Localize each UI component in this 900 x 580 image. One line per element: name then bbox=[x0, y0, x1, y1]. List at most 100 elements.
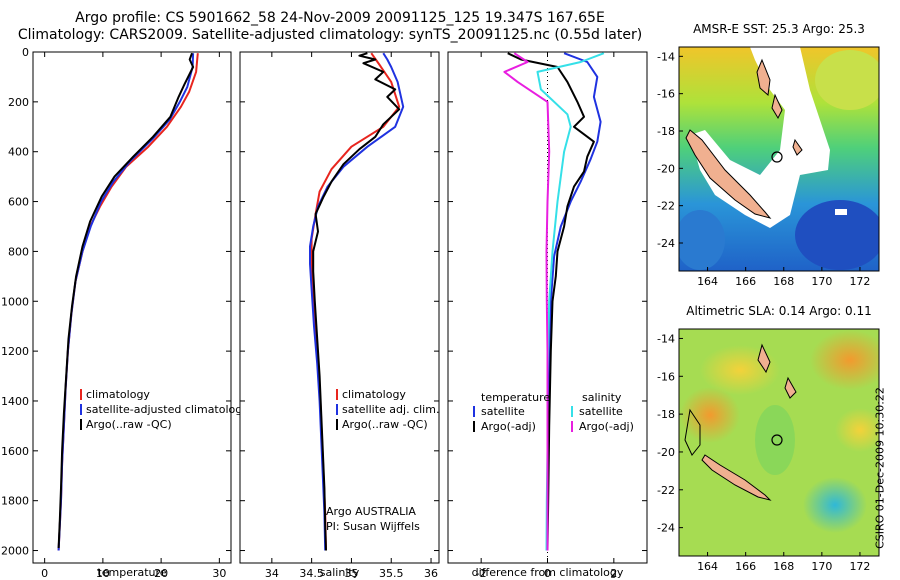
salinity-panel: 34 34.5 35 35.5 36 salinity climatology satelli… bbox=[239, 51, 440, 580]
series-line-temp-argo bbox=[507, 52, 595, 551]
sla-axes: 164 166 168 170 172 -14 -16 -18 -20 -22 -24 bbox=[657, 332, 870, 573]
sst-cold-patch bbox=[795, 200, 879, 270]
sla-low-patch bbox=[803, 477, 867, 533]
map-x-tick-label: 164 bbox=[697, 275, 718, 288]
y-tick-label: 800 bbox=[8, 245, 29, 258]
map-y-tick-label: -18 bbox=[657, 408, 675, 421]
map-x-tick-label: 170 bbox=[811, 275, 832, 288]
legend-label: climatology bbox=[86, 388, 150, 401]
x-tick-label: 35.5 bbox=[379, 567, 404, 580]
legend-label: Argo(..raw -QC) bbox=[342, 418, 428, 431]
map-y-tick-label: -14 bbox=[657, 50, 675, 63]
map-y-tick-label: -20 bbox=[657, 162, 675, 175]
legend-label: Argo(-adj) bbox=[579, 420, 634, 433]
x-tick-label: 36 bbox=[424, 567, 438, 580]
y-tick-label: 1000 bbox=[1, 295, 29, 308]
x-tick-label: 0 bbox=[41, 567, 48, 580]
sla-coastline bbox=[757, 343, 771, 374]
sst-missing-data bbox=[835, 209, 847, 215]
credit-stamp: CSIRO 01-Dec-2009 10:30:22 bbox=[873, 387, 887, 549]
map-y-tick-label: -20 bbox=[657, 446, 675, 459]
map-x-tick-label: 172 bbox=[849, 560, 870, 573]
legend-label: satellite bbox=[481, 405, 525, 418]
sst-cold-patch bbox=[679, 210, 725, 270]
legend-label: Argo(..raw -QC) bbox=[86, 418, 172, 431]
sst-coastline bbox=[771, 93, 783, 120]
map-x-tick-label: 168 bbox=[773, 560, 794, 573]
map-y-tick-label: -18 bbox=[657, 125, 675, 138]
map-y-tick-label: -24 bbox=[657, 522, 675, 535]
sla-map: Altimetric SLA: 0.14 Argo: 0.11 164 166 16… bbox=[657, 304, 880, 573]
map-x-tick-label: 172 bbox=[849, 275, 870, 288]
map-y-tick-label: -22 bbox=[657, 200, 675, 213]
map-y-tick-label: -16 bbox=[657, 88, 675, 101]
sla-coastline bbox=[684, 408, 701, 456]
sla-low-patch bbox=[755, 405, 795, 475]
argo-location-marker bbox=[771, 151, 783, 163]
sla-high-patch bbox=[680, 387, 740, 443]
principal-investigator-label: PI: Susan Wijffels bbox=[326, 520, 420, 533]
series-line-sal-argo bbox=[503, 52, 551, 551]
map-x-tick-label: 164 bbox=[697, 560, 718, 573]
legend-label: satellite adj. clim. bbox=[342, 403, 439, 416]
sla-map-title: Altimetric SLA: 0.14 Argo: 0.11 bbox=[686, 304, 871, 318]
map-y-tick-label: -24 bbox=[657, 237, 675, 250]
map-x-tick-label: 170 bbox=[811, 560, 832, 573]
sla-coastline bbox=[701, 454, 772, 501]
map-y-tick-label: -22 bbox=[657, 484, 675, 497]
float-owner-label: Argo AUSTRALIA bbox=[326, 505, 416, 518]
sst-map-frame bbox=[678, 46, 880, 272]
series-line-temp-satellite bbox=[546, 52, 602, 551]
map-x-tick-label: 166 bbox=[735, 275, 756, 288]
sst-coastline bbox=[792, 138, 803, 156]
x-tick-label: 35 bbox=[344, 567, 358, 580]
y-tick-label: 1800 bbox=[1, 495, 29, 508]
x-tick-label: 30 bbox=[212, 567, 226, 580]
x-tick-label: 34.5 bbox=[299, 567, 324, 580]
map-x-tick-label: 168 bbox=[773, 275, 794, 288]
x-tick-label: 20 bbox=[154, 567, 168, 580]
y-tick-label: 1400 bbox=[1, 395, 29, 408]
legend-label: Argo(-adj) bbox=[481, 420, 536, 433]
x-axis-label: temperature bbox=[97, 566, 166, 579]
x-tick-label: -2 bbox=[476, 567, 487, 580]
sst-map: AMSR-E SST: 25.3 Argo: 25.3 164 166 168 170… bbox=[657, 22, 880, 288]
sst-coastline bbox=[685, 129, 772, 219]
legend-title: temperature bbox=[481, 391, 550, 404]
y-tick-label: 0 bbox=[22, 46, 29, 59]
sst-axes: 164 166 168 170 172 -14 -16 -18 -20 -22 -24 bbox=[657, 50, 870, 288]
title-line-1: Argo profile: CS 5901662_58 24-Nov-2009 … bbox=[75, 10, 605, 26]
figure-title: Argo profile: CS 5901662_58 24-Nov-2009 … bbox=[0, 10, 660, 44]
series-line-satellite bbox=[309, 52, 405, 551]
series-line-argo bbox=[312, 52, 401, 551]
x-tick-label: 34 bbox=[265, 567, 279, 580]
x-tick-label: 10 bbox=[96, 567, 110, 580]
title-line-2: Climatology: CARS2009. Satellite-adjuste… bbox=[17, 27, 643, 43]
argo-location-marker bbox=[771, 434, 783, 446]
map-y-tick-label: -16 bbox=[657, 370, 675, 383]
legend-label: climatology bbox=[342, 388, 406, 401]
sla-high-patch bbox=[835, 408, 879, 452]
y-tick-label: 1200 bbox=[1, 345, 29, 358]
y-tick-label: 600 bbox=[8, 196, 29, 209]
y-tick-label: 200 bbox=[8, 96, 29, 109]
x-tick-label: 2 bbox=[610, 567, 617, 580]
map-y-tick-label: -14 bbox=[657, 332, 675, 345]
plot-frame bbox=[32, 51, 232, 564]
series-line-argo bbox=[57, 52, 195, 549]
sla-coastline bbox=[784, 376, 797, 399]
y-tick-label: 1600 bbox=[1, 445, 29, 458]
sla-map-frame bbox=[678, 328, 880, 557]
plot-frame bbox=[239, 51, 440, 564]
y-tick-label: 400 bbox=[8, 146, 29, 159]
temperature-panel: 0 10 20 30 0 200 400 600 800 1000 1200 1400 1600 1800… bbox=[1, 46, 249, 580]
map-x-tick-label: 166 bbox=[735, 560, 756, 573]
x-axis-label: salinity bbox=[320, 566, 360, 579]
x-tick-label: 0 bbox=[544, 567, 551, 580]
sst-warm-patch bbox=[815, 50, 879, 110]
legend-label: satellite-adjusted climatology bbox=[86, 403, 249, 416]
x-axis-label: difference from climatology bbox=[472, 566, 624, 579]
sla-high-patch bbox=[810, 330, 879, 390]
